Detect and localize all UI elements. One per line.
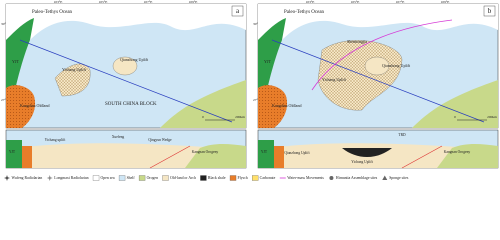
legend-label: Wufeng Radiolarian (12, 176, 43, 180)
scale-zero: 0 (202, 115, 204, 119)
kangdian-oldland (258, 85, 288, 128)
lat-tick-label: 30° (1, 22, 7, 26)
orogen (412, 80, 498, 128)
lat-tick-label: 27° (253, 98, 259, 102)
section-line (271, 39, 485, 123)
uplift-small (364, 56, 390, 76)
legend-label: Shelf (127, 176, 136, 180)
section-fault (149, 145, 191, 169)
legend-swatch (252, 175, 259, 181)
scale-end: 200km (235, 115, 245, 119)
legend-label: Old-land or Arch (170, 176, 196, 180)
section-label: Yichang uplift (45, 138, 66, 142)
section-label: YJT (9, 150, 16, 154)
lon-tick-label: 103°E (54, 0, 63, 4)
map-label: SOUTH CHINA BLOCK (105, 102, 157, 107)
section-label: Qingyun Wedge (148, 138, 172, 142)
lon-tick-label: 109°E (441, 0, 450, 4)
yjt-belt (6, 18, 34, 100)
section-label: YJT (261, 150, 268, 154)
legend-label: Flysch (238, 176, 248, 180)
section-black-shale (342, 148, 392, 157)
uplift-hatch-fill (55, 63, 91, 96)
lon-tick-label: 107°E (144, 0, 153, 4)
section-kangdian (22, 146, 32, 168)
section-fault (401, 145, 443, 169)
kangdian-oldland (6, 85, 36, 128)
map-label: Kangdian Oldland (20, 103, 49, 108)
section-shelf (258, 143, 498, 168)
section-kangdian (274, 146, 284, 168)
legend-label: Black shale (208, 176, 226, 180)
legend-label: Sponge sites (389, 176, 409, 180)
panel: 103°E 105°E 107°E 109°E 30° 27° Paleo-Tethys O… (253, 0, 499, 169)
legend-swatch (138, 175, 146, 181)
section-orogen (437, 144, 498, 168)
section-label: Xuefeng (112, 135, 125, 139)
water-mass-movement (311, 19, 453, 91)
lon-tick-label: 107°E (396, 0, 405, 4)
map-label: Qianzhong Uplift (120, 57, 149, 62)
lat-tick-label: 30° (253, 22, 259, 26)
letter-box (483, 5, 496, 17)
legend-label: Water-mass Movements (287, 176, 324, 180)
map-label: YJT (264, 59, 271, 64)
map-label: Shennongjia (347, 39, 367, 44)
scale-end: 200km (487, 115, 497, 119)
uplift-small (112, 56, 138, 76)
legend-label: Hirnantia Assemblage sites (336, 176, 378, 180)
legend-label: Carbonate (260, 176, 276, 180)
page: {"panels":[ {"letter":"a","ocean":"Paleo… (1, 0, 499, 181)
lon-tick-label: 109°E (189, 0, 198, 4)
open-sea (6, 4, 246, 40)
map-label: Kangdian Oldland (272, 103, 301, 108)
section-label: TRD (398, 133, 406, 137)
legend-dot (329, 176, 334, 180)
yjt-belt (258, 18, 286, 100)
legend-swatch (162, 175, 169, 181)
section-line (19, 39, 233, 123)
legend-star (46, 175, 53, 181)
legend-swatch (92, 175, 100, 181)
lon-tick-label: 105°E (99, 0, 108, 4)
legend-label: Open sea (101, 176, 115, 180)
section-orogen (185, 144, 246, 168)
panel-letter: b (488, 7, 492, 15)
section-label: Kangnan Orogeny (444, 150, 471, 154)
letter-box (231, 5, 244, 17)
map-label: Yichang Uplift (322, 77, 347, 82)
legend-swatch (200, 175, 207, 181)
section-label: Qianzhong Uplift (284, 151, 309, 155)
panel: 103°E 105°E 107°E 109°E 30° 27° Paleo-Tethys O… (1, 0, 247, 169)
ocean-label: Paleo-Tethys Ocean (284, 10, 325, 15)
ocean-label: Paleo-Tethys Ocean (32, 10, 73, 15)
body: 103°E 105°E 107°E 109°E 30° 27° Paleo-Tethys O… (1, 0, 499, 181)
map-label: YJT (12, 59, 19, 64)
section-yjt (6, 140, 22, 168)
section-label: Yichang Uplift (351, 160, 372, 164)
map-label: Yichang Uplift (62, 67, 87, 72)
map-label: Qianzhong Uplift (382, 63, 411, 68)
section-label: Kangnan Orogeny (192, 150, 219, 154)
legend-tri (382, 175, 388, 180)
lat-tick-label: 27° (1, 98, 7, 102)
legend-label: Orogen (147, 176, 158, 180)
legend-star (4, 175, 10, 181)
panel-letter: a (236, 7, 240, 15)
legend-swatch (229, 175, 237, 181)
legend-label: Longmaxi Radiolarian (54, 176, 88, 180)
lon-tick-label: 103°E (306, 0, 315, 4)
section-shelf (6, 143, 246, 168)
scale-zero: 0 (454, 115, 456, 119)
lon-tick-label: 105°E (351, 0, 360, 4)
figure: 103°E 105°E 107°E 109°E 30° 27° Paleo-Tethys O… (1, 0, 499, 181)
legend: Wufeng Radiolarian Longmaxi Radiolarian Op… (4, 175, 409, 181)
section-yjt (258, 140, 274, 168)
legend-swatch (118, 175, 126, 181)
orogen (160, 80, 246, 128)
open-sea (258, 4, 498, 40)
